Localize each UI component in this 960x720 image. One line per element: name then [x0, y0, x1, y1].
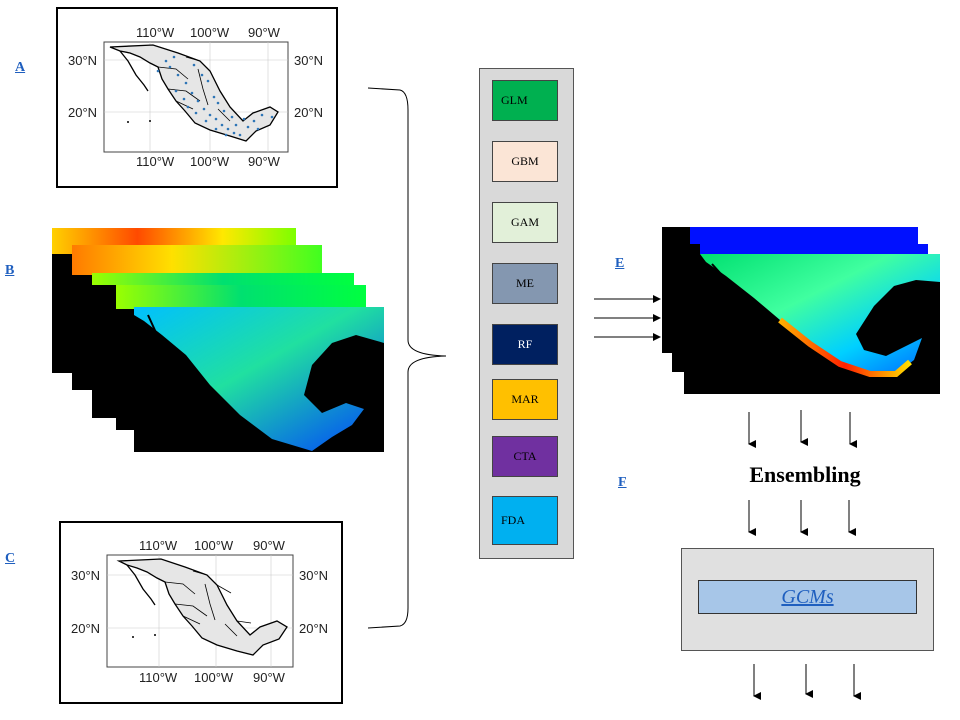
right-tick-label: 30°N	[294, 53, 323, 68]
algorithms-panel: GLM GBM GAM ME RF MAR CTA FDA	[479, 68, 574, 559]
input-bracket	[367, 87, 447, 629]
bottom-tick-label: 90°W	[253, 670, 286, 685]
model-label: CTA	[513, 449, 537, 463]
right-tick-label: 20°N	[294, 105, 323, 120]
top-tick-label: 100°W	[194, 538, 234, 553]
panel-label-b[interactable]: B	[5, 263, 15, 278]
model-label: ME	[516, 276, 534, 290]
panel-label-f[interactable]: F	[618, 475, 627, 490]
ensembling-label: Ensembling	[749, 462, 861, 487]
right-tick-label: 30°N	[299, 568, 328, 583]
suitability-layer-3	[684, 254, 940, 394]
mexico-shape	[109, 44, 279, 142]
model-glm[interactable]: GLM	[492, 80, 558, 121]
environmental-layers-stack	[52, 228, 384, 452]
raster-layer-5	[134, 307, 384, 452]
panel-label-a[interactable]: A	[15, 60, 26, 75]
occurrence-points	[156, 55, 274, 137]
mexico-shape	[116, 558, 288, 656]
gcm-out-arrows	[753, 664, 861, 700]
occurrence-map-graphic: 110°W 100°W 90°W 110°W 100°W 90°W 30°N 2…	[68, 25, 323, 169]
study-area-map: 110°W 100°W 90°W 110°W 100°W 90°W 30°N 2…	[59, 521, 343, 704]
model-me[interactable]: ME	[492, 263, 558, 304]
model-label: FDA	[501, 513, 526, 527]
bottom-tick-label: 100°W	[190, 154, 230, 169]
gcm-panel: GCMs	[681, 548, 934, 651]
model-output-arrows	[594, 295, 661, 341]
model-label: RF	[517, 337, 533, 351]
left-tick-label: 20°N	[71, 621, 100, 636]
panel-label-e[interactable]: E	[615, 256, 625, 271]
model-gbm[interactable]: GBM	[492, 141, 558, 182]
model-rf[interactable]: RF	[492, 324, 558, 365]
bottom-tick-label: 110°W	[136, 154, 175, 169]
model-label: GAM	[510, 215, 539, 229]
study-area-map-graphic: 110°W 100°W 90°W 110°W 100°W 90°W 30°N 2…	[71, 538, 328, 685]
top-tick-label: 110°W	[139, 538, 178, 553]
model-mar[interactable]: MAR	[492, 379, 558, 420]
model-label: MAR	[511, 392, 539, 406]
model-label: GBM	[511, 154, 539, 168]
left-tick-label: 30°N	[71, 568, 100, 583]
suitability-maps-stack	[662, 227, 940, 394]
top-tick-label: 90°W	[253, 538, 286, 553]
bottom-tick-label: 110°W	[139, 670, 178, 685]
left-tick-label: 30°N	[68, 53, 97, 68]
top-tick-label: 100°W	[190, 25, 230, 40]
panel-label-c[interactable]: C	[5, 551, 16, 566]
top-tick-label: 90°W	[248, 25, 281, 40]
model-fda[interactable]: FDA	[492, 496, 558, 545]
bottom-tick-label: 100°W	[194, 670, 234, 685]
right-tick-label: 20°N	[299, 621, 328, 636]
model-gam[interactable]: GAM	[492, 202, 558, 243]
left-tick-label: 20°N	[68, 105, 97, 120]
gcm-link[interactable]: GCMs	[698, 580, 917, 614]
gcm-in-arrows	[748, 500, 856, 536]
model-cta[interactable]: CTA	[492, 436, 558, 477]
bottom-tick-label: 90°W	[248, 154, 281, 169]
occurrence-map: 110°W 100°W 90°W 110°W 100°W 90°W 30°N 2…	[56, 7, 338, 188]
ensemble-in-arrows	[748, 410, 857, 448]
model-label: GLM	[501, 93, 528, 107]
top-tick-label: 110°W	[136, 25, 175, 40]
